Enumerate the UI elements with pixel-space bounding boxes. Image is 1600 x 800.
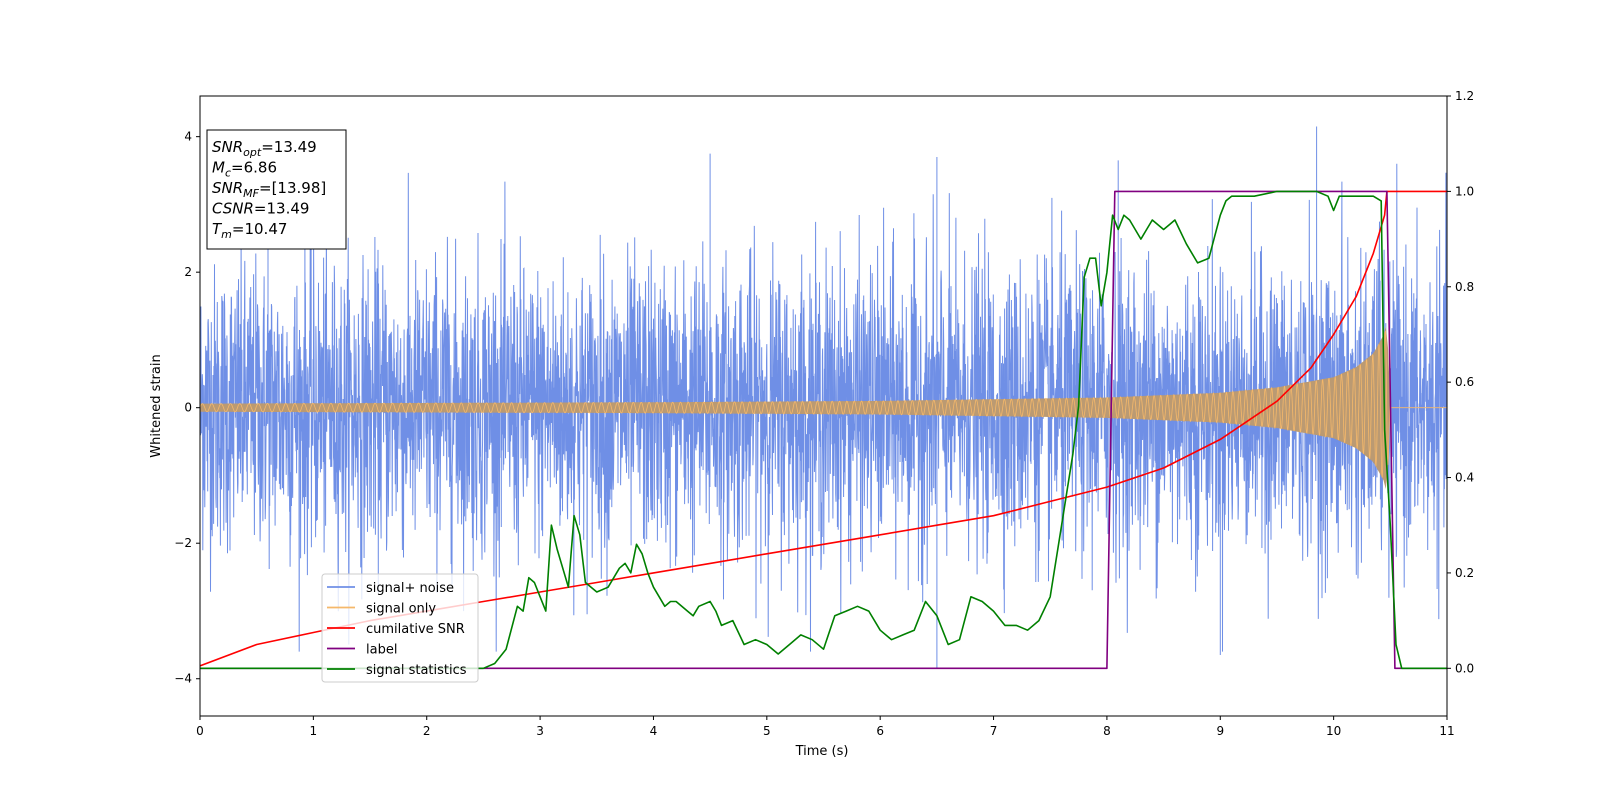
y2-tick-label: 0.6 (1455, 375, 1474, 389)
info-line: SNRopt=13.49 (212, 138, 317, 159)
legend-label: signal only (366, 602, 436, 617)
x-tick-label: 3 (536, 724, 544, 738)
x-tick-label: 4 (650, 724, 658, 738)
y2-tick-label: 0.4 (1455, 471, 1474, 485)
info-value: =6.86 (231, 159, 277, 177)
y-tick-label: 4 (184, 130, 192, 144)
x-axis-label: Time (s) (795, 744, 849, 759)
plot-frame (199, 95, 1448, 717)
info-sub: c (225, 167, 231, 180)
legend-label: signal+ noise (366, 581, 454, 596)
y-tick-label: 0 (184, 401, 192, 415)
info-var: CSNR (212, 200, 254, 218)
info-box-frame (206, 129, 347, 250)
series-signal-only-envelope (200, 326, 1447, 489)
y-axis-left: −4 −2 0 2 4 (174, 130, 200, 686)
legend-label: cumilative SNR (366, 622, 465, 637)
x-tick-label: 2 (423, 724, 431, 738)
info-line: SNRMF=[13.98] (212, 179, 326, 200)
x-tick-label: 9 (1216, 724, 1224, 738)
series-signal-statistics (200, 190, 1447, 670)
info-sub: m (221, 228, 232, 241)
y2-tick-label: 1.0 (1455, 184, 1474, 198)
x-tick-label: 10 (1326, 724, 1341, 738)
y-axis-label: Whitened strain (149, 354, 164, 457)
x-tick-label: 11 (1439, 724, 1454, 738)
legend-label: label (366, 643, 397, 658)
info-sub: MF (243, 187, 259, 200)
info-var: M (212, 159, 225, 177)
y2-tick-label: 0.0 (1455, 661, 1474, 675)
info-value: =10.47 (232, 220, 288, 238)
info-value: =[13.98] (259, 179, 326, 197)
info-var: SNR (212, 138, 243, 156)
x-tick-label: 0 (196, 724, 204, 738)
info-line: CSNR=13.49 (212, 200, 309, 218)
y-tick-label: −4 (174, 672, 192, 686)
y-axis-right: 0.0 0.2 0.4 0.6 0.8 1.0 1.2 (1447, 89, 1474, 675)
info-var: SNR (212, 179, 243, 197)
series-signal-plus-noise (200, 126, 1447, 669)
info-sub: opt (243, 146, 262, 159)
y-tick-label: 2 (184, 265, 192, 279)
y2-tick-label: 0.2 (1455, 566, 1474, 580)
y2-tick-label: 0.8 (1455, 280, 1474, 294)
info-value: =13.49 (254, 200, 310, 218)
legend-frame (321, 573, 479, 683)
series-signal-only (200, 330, 1447, 478)
info-box: SNRopt=13.49Mc=6.86SNRMF=[13.98]CSNR=13.… (206, 129, 347, 250)
legend-label: signal statistics (366, 663, 467, 678)
info-line: Tm=10.47 (212, 220, 287, 241)
y-tick-label: −2 (174, 536, 192, 550)
x-tick-label: 7 (990, 724, 998, 738)
info-value: =13.49 (261, 138, 317, 156)
x-tick-label: 8 (1103, 724, 1111, 738)
info-var: T (212, 220, 223, 238)
x-axis: 0 1 2 3 4 5 6 7 8 9 10 11 (196, 716, 1455, 738)
legend: signal+ noise signal only cumilative SNR la… (321, 573, 479, 683)
x-tick-label: 1 (310, 724, 318, 738)
info-line: Mc=6.86 (212, 159, 277, 180)
y2-tick-label: 1.2 (1455, 89, 1474, 103)
x-tick-label: 5 (763, 724, 771, 738)
x-tick-label: 6 (876, 724, 884, 738)
